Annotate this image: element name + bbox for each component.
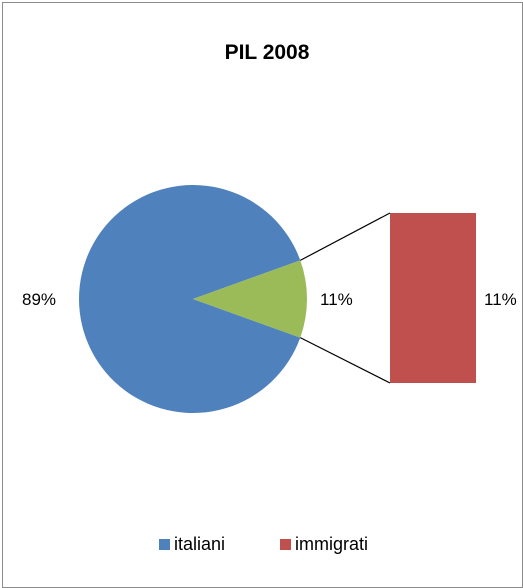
plot-area: 89% 11% 11% (22, 185, 517, 414)
legend-label-immigrati: immigrati (295, 534, 368, 554)
connector-line-top (299, 212, 391, 261)
chart-title: PIL 2008 (225, 41, 310, 64)
legend-swatch-italiani (159, 539, 170, 550)
data-label-secondary-immigrati: 11% (484, 290, 517, 309)
legend: italiani immigrati (159, 534, 368, 554)
secondary-bar-immigrati (390, 213, 476, 383)
pie-chart: PIL 2008 89% 11% 11% italiani immigrati (22, 41, 517, 554)
data-label-italiani: 89% (22, 290, 56, 309)
data-label-immigrati: 11% (320, 290, 353, 309)
pie-slice-italiani (79, 185, 301, 414)
legend-swatch-immigrati (280, 539, 291, 550)
legend-label-italiani: italiani (174, 534, 225, 554)
pie-slice-immigrati (193, 260, 308, 338)
connector-line-bottom (299, 337, 391, 384)
